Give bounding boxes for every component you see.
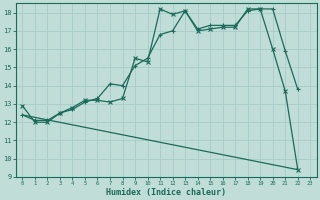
X-axis label: Humidex (Indice chaleur): Humidex (Indice chaleur) — [106, 188, 226, 197]
